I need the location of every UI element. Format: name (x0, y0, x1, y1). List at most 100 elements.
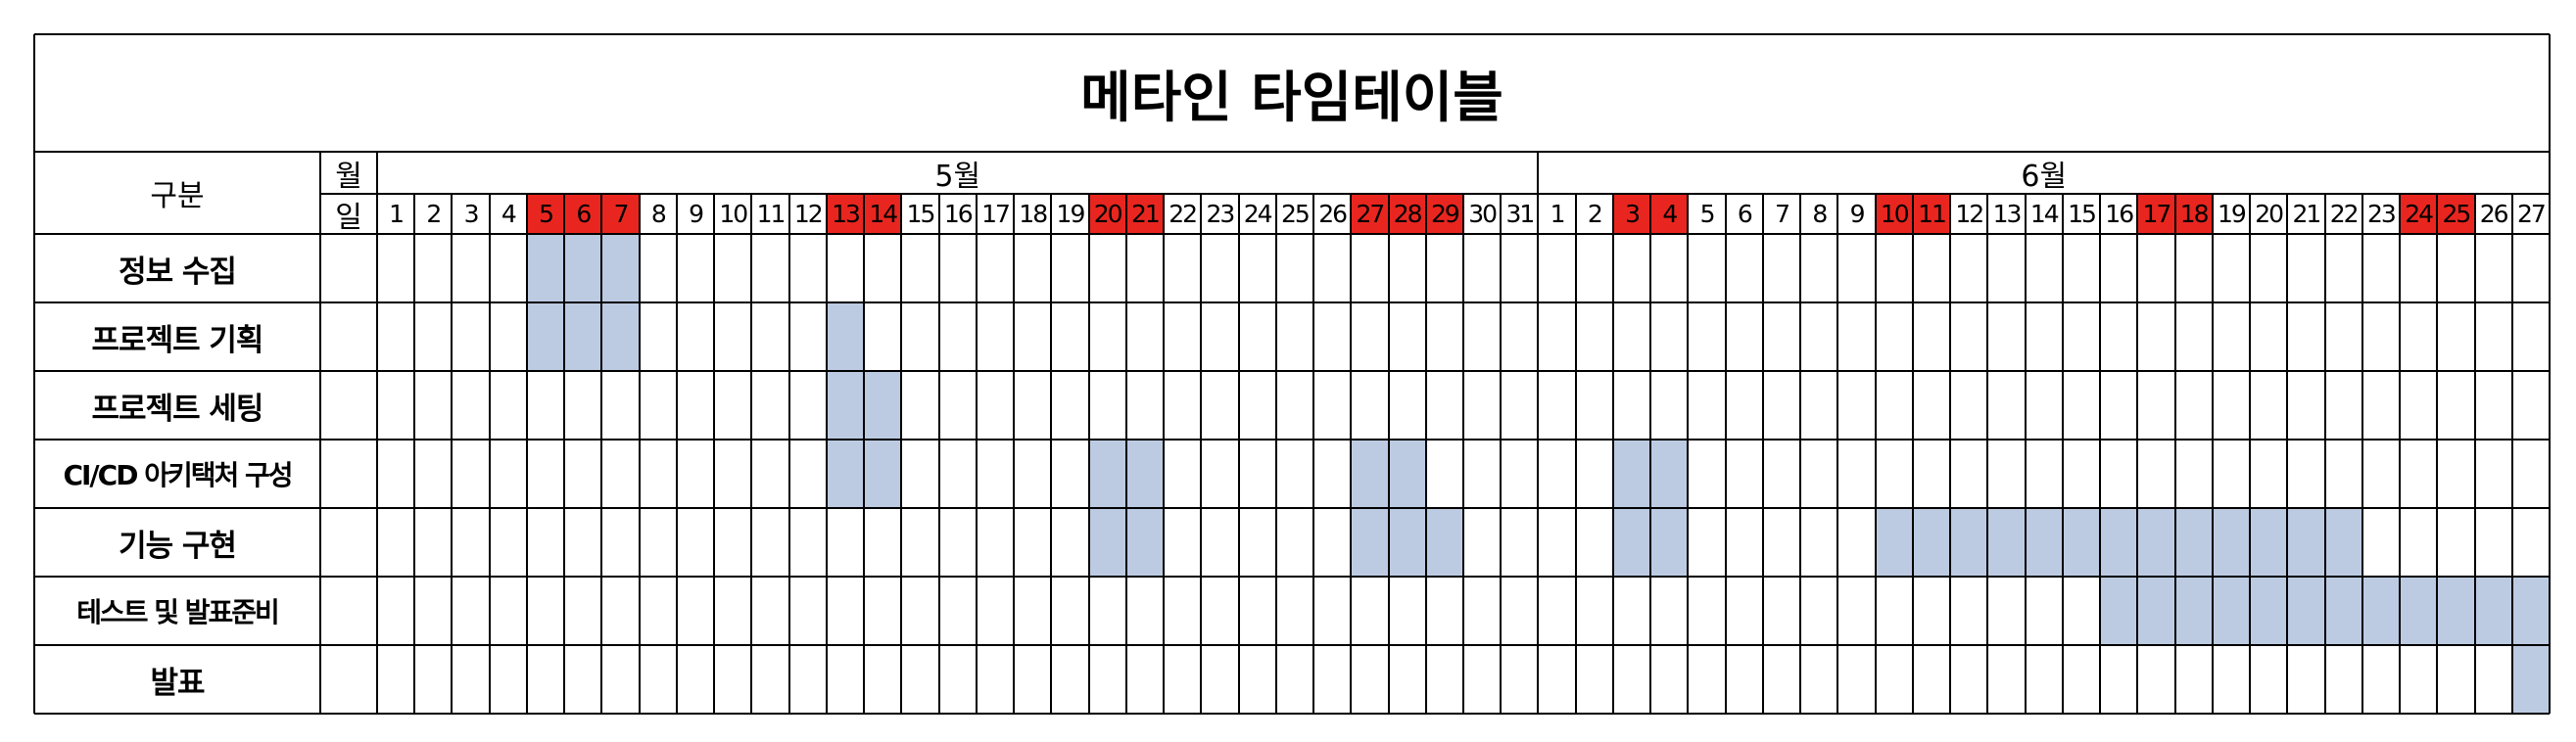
scheduled-cell (1650, 508, 1689, 577)
grid-line (975, 194, 978, 714)
scheduled-cell (526, 234, 565, 302)
day-cell: 25 (1280, 200, 1311, 228)
scheduled-cell (1987, 508, 2026, 577)
grid-line (2136, 194, 2139, 714)
scheduled-cell (2212, 577, 2251, 645)
grid-line (1611, 194, 1614, 714)
grid-line (1761, 194, 1764, 714)
timetable-title: 메타인 타임테이블 (1080, 66, 1503, 130)
grid-line (2249, 194, 2252, 714)
holiday-day-cell: 3 (1612, 194, 1651, 234)
scheduled-cell (1388, 440, 1426, 508)
grid-line (937, 194, 940, 714)
day-cell: 7 (1775, 200, 1790, 228)
scheduled-cell (2511, 645, 2550, 714)
grid-line (1163, 194, 1166, 714)
holiday-day-cell: 28 (1388, 194, 1426, 234)
grid-line (34, 370, 2550, 372)
day-cell: 23 (2366, 200, 2397, 228)
grid-line (33, 34, 35, 714)
scheduled-cell (1612, 440, 1651, 508)
day-cell: 31 (1505, 200, 1535, 228)
holiday-day-cell: 20 (1088, 194, 1126, 234)
grid-line (1013, 194, 1016, 714)
grid-line (1649, 194, 1652, 714)
holiday-day-cell: 5 (526, 194, 565, 234)
grid-line (34, 644, 2550, 646)
scheduled-cell (2212, 508, 2251, 577)
day-cell: 1 (1550, 200, 1566, 228)
day-cell: 13 (1992, 200, 2023, 228)
grid-line (2211, 194, 2214, 714)
scheduled-cell (2324, 577, 2362, 645)
scheduled-cell (2062, 508, 2101, 577)
grid-line (34, 713, 2550, 715)
grid-line (825, 194, 828, 714)
task-label: 테스트 및 발표준비 (76, 596, 280, 628)
grid-line (34, 151, 2550, 153)
scheduled-cell (2474, 577, 2512, 645)
day-cell: 19 (2218, 200, 2247, 228)
day-cell: 8 (1812, 200, 1828, 228)
day-cell: 4 (501, 200, 517, 228)
scheduled-cell (2250, 508, 2288, 577)
grid-line (1911, 194, 1914, 714)
task-label: 정보 수집 (119, 254, 237, 290)
day-cell: 24 (1243, 200, 1273, 228)
grid-line (787, 194, 790, 714)
grid-line (713, 194, 716, 714)
day-cell: 27 (2516, 200, 2547, 228)
day-cell: 30 (1468, 200, 1498, 228)
day-cell: 2 (426, 200, 442, 228)
day-cell: 12 (793, 200, 824, 228)
grid-line (638, 194, 641, 714)
scheduled-cell (2174, 508, 2213, 577)
day-cell: 2 (1587, 200, 1603, 228)
scheduled-cell (2100, 508, 2138, 577)
scheduled-cell (1875, 508, 1913, 577)
grid-line (2510, 194, 2513, 714)
day-cell: 10 (719, 200, 748, 228)
day-cell: 8 (650, 200, 667, 228)
grid-line (34, 33, 2550, 35)
grid-line (525, 194, 528, 714)
grid-line (34, 507, 2550, 509)
day-cell: 9 (689, 200, 704, 228)
scheduled-cell (826, 302, 865, 371)
task-label: 프로젝트 세팅 (91, 391, 264, 427)
scheduled-cell (1650, 440, 1689, 508)
scheduled-cell (2137, 508, 2175, 577)
scheduled-cell (2250, 577, 2288, 645)
scheduled-cell (601, 302, 640, 371)
scheduled-cell (2025, 508, 2063, 577)
day-cell: 16 (943, 200, 974, 228)
grid-line (1949, 194, 1952, 714)
grid-line (1050, 194, 1053, 714)
scheduled-cell (2361, 577, 2401, 645)
category-header: 구분 (150, 179, 205, 213)
task-label: CI/CD 아키택처 구성 (63, 459, 293, 491)
scheduled-cell (1351, 440, 1389, 508)
grid-line (1387, 194, 1390, 714)
holiday-day-cell: 14 (864, 194, 902, 234)
holiday-day-cell: 13 (826, 194, 865, 234)
day-cell: 15 (2068, 200, 2097, 228)
day-cell: 14 (2029, 200, 2060, 228)
grid-line (1837, 194, 1839, 714)
grid-line (1462, 194, 1464, 714)
grid-line (2361, 194, 2363, 714)
grid-line (1312, 194, 1315, 714)
grid-line (451, 194, 453, 714)
holiday-day-cell: 6 (564, 194, 602, 234)
grid-line (1537, 194, 1540, 714)
grid-line (2436, 194, 2439, 714)
day-cell: 6 (1737, 200, 1753, 228)
grid-line (2061, 194, 2064, 714)
grid-line (2286, 194, 2289, 714)
scheduled-cell (826, 440, 865, 508)
grid-line (600, 194, 603, 714)
grid-line (376, 152, 378, 714)
day-cell: 22 (2329, 200, 2360, 228)
task-label: 기능 구현 (119, 528, 237, 564)
day-cell: 26 (2479, 200, 2509, 228)
